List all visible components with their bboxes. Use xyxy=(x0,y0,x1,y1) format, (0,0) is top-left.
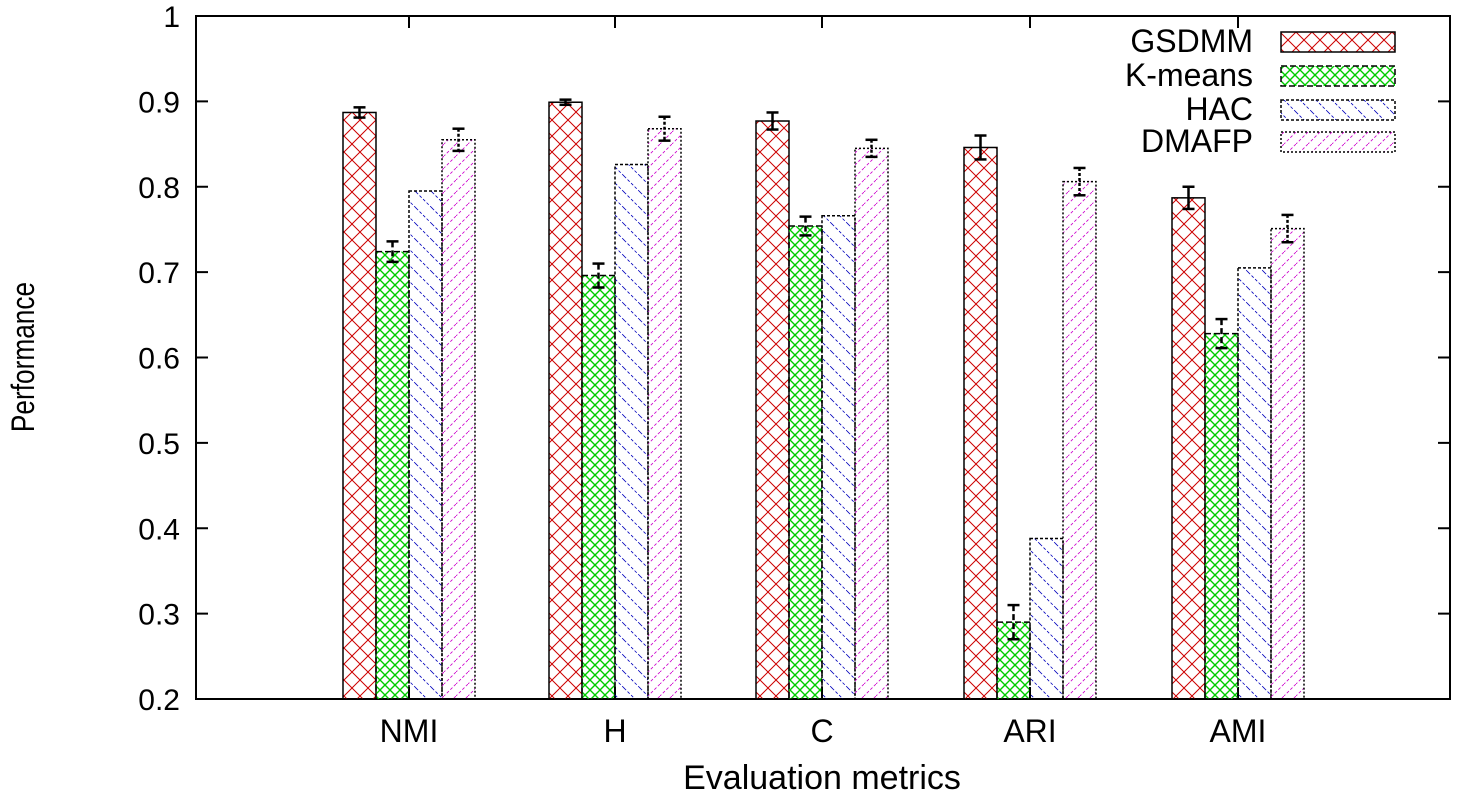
y-tick-label: 0.3 xyxy=(138,599,180,632)
bars xyxy=(342,98,1305,700)
bar-dmafp-ari xyxy=(1062,180,1097,700)
bar-hac-c xyxy=(821,215,856,700)
x-tick-label: AMI xyxy=(1210,713,1267,749)
legend-swatch-k-means xyxy=(1280,65,1396,87)
bar-dmafp-c xyxy=(854,147,889,700)
legend-swatch-gsdmm xyxy=(1280,31,1396,53)
legend-label: K-means xyxy=(1125,57,1253,93)
bar-gsdmm-ami xyxy=(1171,197,1206,700)
legend-label: GSDMM xyxy=(1130,23,1253,59)
y-tick-label: 1 xyxy=(163,1,180,34)
y-tick-label: 0.5 xyxy=(138,428,180,461)
x-tick-label: C xyxy=(810,713,833,749)
bar-dmafp-h xyxy=(647,127,682,700)
bar-k-means-ami xyxy=(1204,332,1239,700)
bar-dmafp-nmi xyxy=(441,139,476,700)
x-tick-label: H xyxy=(603,713,626,749)
legend-label: HAC xyxy=(1185,91,1253,127)
bar-gsdmm-nmi xyxy=(342,111,377,700)
axes: 0.2 0.3 0.4 0.5 0.6 0.7 0.8 0.9 1 NMI H C ARI AMI xyxy=(138,1,1451,749)
legend-swatch-hac xyxy=(1280,99,1396,121)
bar-gsdmm-c xyxy=(755,120,790,700)
bar-k-means-c xyxy=(788,225,823,700)
x-axis-label: Evaluation metrics xyxy=(683,759,961,797)
bar-gsdmm-h xyxy=(548,101,583,700)
y-axis-label: Performance xyxy=(7,282,42,432)
y-tick-label: 0.4 xyxy=(138,513,180,546)
x-tick-label: NMI xyxy=(380,713,439,749)
bar-hac-ari xyxy=(1029,537,1064,700)
bar-k-means-nmi xyxy=(375,250,410,700)
y-tick-label: 0.9 xyxy=(138,86,180,119)
y-tick-label: 0.2 xyxy=(138,684,180,717)
bar-gsdmm-ari xyxy=(963,146,998,700)
y-tick-label: 0.6 xyxy=(138,343,180,376)
bar-hac-ami xyxy=(1237,267,1272,700)
y-tick-label: 0.8 xyxy=(138,172,180,205)
legend-label: DMAFP xyxy=(1141,123,1253,159)
legend-swatch-dmafp xyxy=(1280,131,1396,153)
bar-hac-h xyxy=(614,163,649,700)
bar-dmafp-ami xyxy=(1270,227,1305,700)
bar-k-means-h xyxy=(581,274,616,700)
y-tick-label: 0.7 xyxy=(138,257,180,290)
bar-hac-nmi xyxy=(408,190,443,700)
x-tick-label: ARI xyxy=(1003,713,1056,749)
